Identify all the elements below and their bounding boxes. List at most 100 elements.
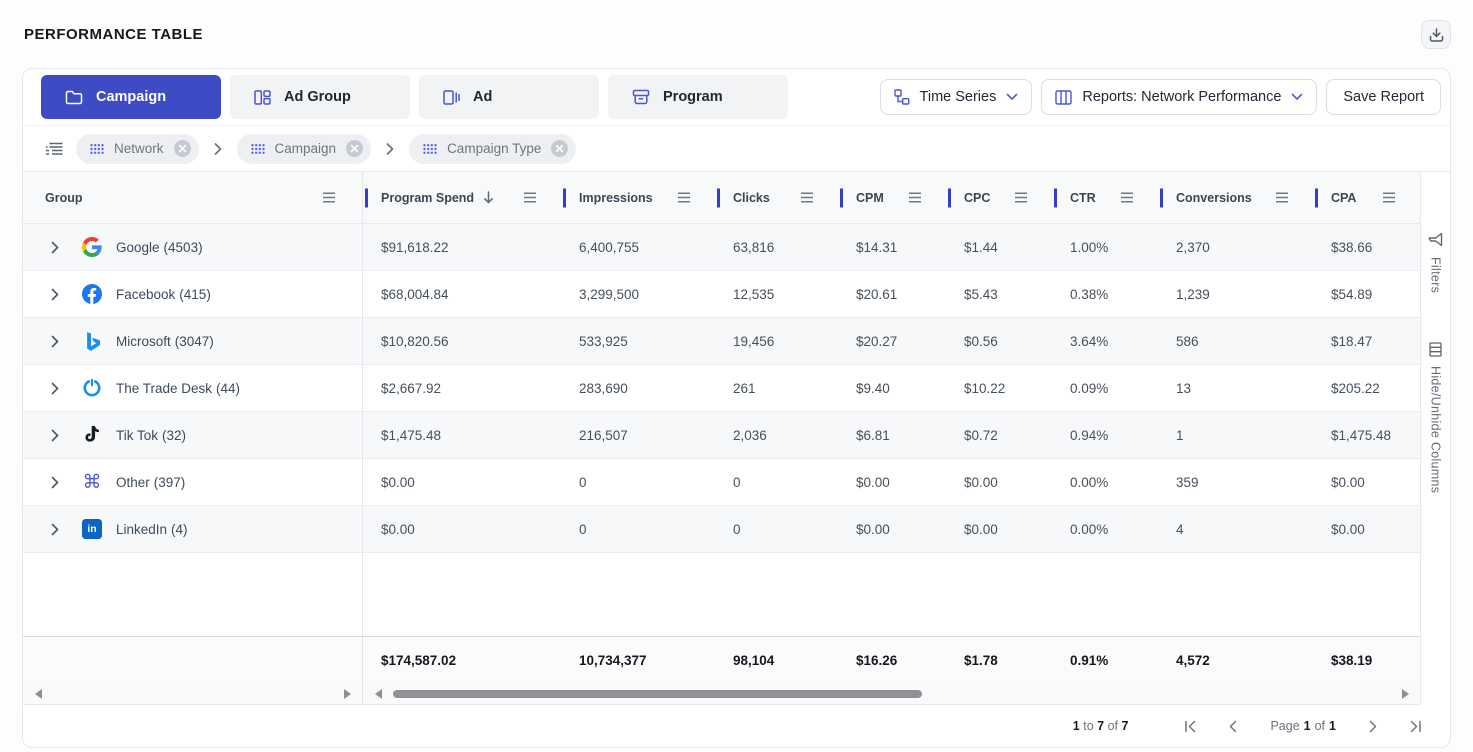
- scroll-right-arrow[interactable]: [1402, 689, 1409, 699]
- column-menu-icon[interactable]: [800, 192, 814, 203]
- column-header-clicks[interactable]: Clicks: [715, 172, 838, 223]
- column-header-impressions[interactable]: Impressions: [561, 172, 715, 223]
- chip-remove-icon[interactable]: [173, 140, 191, 157]
- column-menu-icon[interactable]: [523, 192, 537, 203]
- time-series-icon: [893, 89, 910, 105]
- facebook-icon: [81, 284, 103, 304]
- cell-cpa: $54.89: [1331, 286, 1373, 302]
- previous-page-icon[interactable]: [1227, 720, 1240, 733]
- cell-cpc: $0.72: [964, 427, 998, 443]
- tab-program[interactable]: Program: [608, 75, 788, 119]
- total-cpa: $38.19: [1331, 653, 1373, 668]
- expand-chevron-icon[interactable]: [51, 335, 59, 348]
- column-header-group[interactable]: Group: [23, 172, 363, 223]
- cell-ctr: 3.64%: [1070, 333, 1109, 349]
- cell-program-spend: $1,475.48: [381, 427, 442, 443]
- column-header-cpm[interactable]: CPM: [838, 172, 946, 223]
- tab-campaign[interactable]: Campaign: [41, 75, 221, 119]
- cell-ctr: 0.00%: [1070, 474, 1109, 490]
- cell-cpm: $20.61: [856, 286, 898, 302]
- cell-program-spend: $0.00: [381, 521, 415, 537]
- last-page-icon[interactable]: [1409, 720, 1422, 733]
- cell-clicks: 2,036: [733, 427, 767, 443]
- table-header-row: Group Program Spend Impressions Clicks: [23, 172, 1420, 224]
- cell-program-spend: $91,618.22: [381, 239, 449, 255]
- grouping-chip-network[interactable]: Network: [76, 133, 199, 164]
- column-menu-icon[interactable]: [322, 192, 336, 203]
- expand-chevron-icon[interactable]: [51, 429, 59, 442]
- sort-desc-icon[interactable]: [483, 191, 494, 204]
- table-row-other: ⌘ Other (397) $0.00 0 0 $0.00 $0.00 0.00%…: [23, 459, 1420, 506]
- column-menu-icon[interactable]: [1120, 192, 1134, 203]
- cell-ctr: 0.38%: [1070, 286, 1109, 302]
- cell-cpc: $5.43: [964, 286, 998, 302]
- folder-icon: [65, 90, 83, 105]
- tab-ad[interactable]: Ad: [419, 75, 599, 119]
- cell-cpm: $14.31: [856, 239, 898, 255]
- scroll-left-arrow[interactable]: [375, 689, 382, 699]
- column-menu-icon[interactable]: [1014, 192, 1028, 203]
- row-label: Other (397): [116, 474, 186, 490]
- hide-unhide-columns-button[interactable]: Hide/Unhide Columns: [1428, 342, 1443, 493]
- cell-program-spend: $2,667.92: [381, 380, 442, 396]
- time-series-select[interactable]: Time Series: [879, 79, 1033, 115]
- next-page-icon[interactable]: [1366, 720, 1379, 733]
- grouping-chip-campaign-type[interactable]: Campaign Type: [409, 133, 577, 164]
- table-row-trade-desk: The Trade Desk (44) $2,667.92 283,690 261…: [23, 365, 1420, 412]
- column-header-cpa[interactable]: CPA: [1313, 172, 1420, 223]
- scroll-left-arrow[interactable]: [35, 689, 42, 699]
- scroll-right-arrow[interactable]: [344, 689, 351, 699]
- cell-cpm: $9.40: [856, 380, 890, 396]
- cell-ctr: 1.00%: [1070, 239, 1109, 255]
- column-header-ctr[interactable]: CTR: [1052, 172, 1158, 223]
- cell-clicks: 63,816: [733, 239, 775, 255]
- table-row-facebook: Facebook (415) $68,004.84 3,299,500 12,53…: [23, 271, 1420, 318]
- download-icon: [1428, 27, 1445, 43]
- tiktok-icon: [81, 426, 103, 444]
- cell-program-spend: $0.00: [381, 474, 415, 490]
- chip-remove-icon[interactable]: [346, 140, 364, 157]
- table-row-google: Google (4503) $91,618.22 6,400,755 63,816…: [23, 224, 1420, 271]
- google-icon: [81, 237, 103, 257]
- first-page-icon[interactable]: [1184, 720, 1197, 733]
- filters-button[interactable]: Filters: [1428, 232, 1443, 293]
- column-menu-icon[interactable]: [677, 192, 691, 203]
- total-cpc: $1.78: [964, 653, 998, 668]
- total-program-spend: $174,587.02: [381, 653, 457, 668]
- row-label: Tik Tok (32): [116, 427, 187, 443]
- totals-row: $174,587.02 10,734,377 98,104 $16.26 $1.…: [23, 636, 1420, 684]
- drag-dots-icon: [423, 143, 437, 154]
- column-menu-icon[interactable]: [908, 192, 922, 203]
- cell-cpm: $0.00: [856, 521, 890, 537]
- top-bar: PERFORMANCE TABLE: [0, 0, 1473, 49]
- expand-chevron-icon[interactable]: [51, 382, 59, 395]
- grouping-chip-campaign[interactable]: Campaign: [236, 133, 372, 164]
- cell-conversions: 1: [1176, 427, 1184, 443]
- cell-cpc: $1.44: [964, 239, 998, 255]
- chevron-down-icon: [1006, 93, 1018, 101]
- expand-chevron-icon[interactable]: [51, 241, 59, 254]
- ad-group-icon: [254, 89, 271, 105]
- cell-conversions: 359: [1176, 474, 1199, 490]
- chip-remove-icon[interactable]: [551, 140, 569, 157]
- expand-chevron-icon[interactable]: [51, 288, 59, 301]
- table-row-tiktok: Tik Tok (32) $1,475.48 216,507 2,036 $6.8…: [23, 412, 1420, 459]
- column-menu-icon[interactable]: [1382, 192, 1396, 203]
- row-range-label: 1 to 7 of 7: [1072, 719, 1129, 733]
- column-header-conversions[interactable]: Conversions: [1158, 172, 1313, 223]
- column-header-program-spend[interactable]: Program Spend: [363, 172, 561, 223]
- expand-chevron-icon[interactable]: [51, 523, 59, 536]
- program-icon: [632, 89, 650, 105]
- reports-select[interactable]: Reports: Network Performance: [1041, 79, 1318, 115]
- scrollbar-thumb[interactable]: [393, 690, 922, 698]
- download-button[interactable]: [1421, 20, 1451, 49]
- expand-chevron-icon[interactable]: [51, 476, 59, 489]
- column-menu-icon[interactable]: [1275, 192, 1289, 203]
- tab-bar: Campaign Ad Group Ad Program: [23, 69, 1450, 126]
- total-impressions: 10,734,377: [579, 653, 647, 668]
- tab-ad-group[interactable]: Ad Group: [230, 75, 410, 119]
- cell-cpm: $6.81: [856, 427, 890, 443]
- column-header-cpc[interactable]: CPC: [946, 172, 1052, 223]
- save-report-button[interactable]: Save Report: [1326, 79, 1441, 115]
- cell-cpa: $18.47: [1331, 333, 1373, 349]
